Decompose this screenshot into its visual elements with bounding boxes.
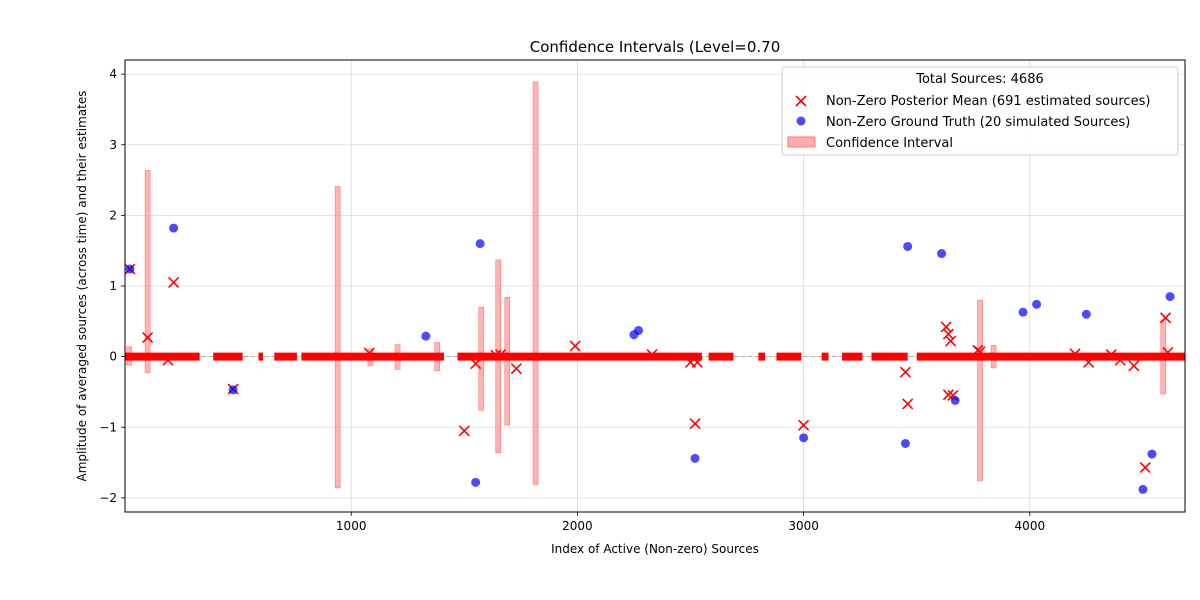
posterior-mean-point xyxy=(1159,312,1172,324)
ticks: 1000 2000 3000 4000 −2 −1 0 1 2 3 4 xyxy=(99,67,1045,533)
zero-estimate-cluster xyxy=(457,352,702,361)
posterior-mean-point xyxy=(1114,354,1126,366)
ground-truth-point xyxy=(1147,449,1157,459)
legend-entry-confidence-interval: Confidence Interval xyxy=(826,136,953,151)
posterior-mean-point xyxy=(945,335,957,347)
ground-truth-point xyxy=(1081,309,1091,319)
posterior-mean-point xyxy=(510,363,522,375)
confidence-interval-bar xyxy=(144,169,151,374)
posterior-mean-point xyxy=(363,347,375,359)
posterior-mean-point xyxy=(1162,346,1174,358)
ground-truth-point xyxy=(633,325,643,335)
zero-estimate-cluster xyxy=(776,352,802,361)
zero-estimate-cluster xyxy=(274,352,297,361)
legend-box xyxy=(781,66,1179,156)
zero-estimate-cluster xyxy=(213,352,243,361)
ground-truth-point xyxy=(169,223,179,233)
zero-estimate-cluster xyxy=(708,352,734,361)
ground-truth-point xyxy=(475,239,485,249)
zero-estimate-cluster xyxy=(758,352,766,361)
legend: Total Sources: 4686 Non-Zero Posterior M… xyxy=(781,66,1179,156)
legend-entry-ground-truth: Non-Zero Ground Truth (20 simulated Sour… xyxy=(826,115,1130,130)
y-tick-label: 3 xyxy=(109,138,117,152)
y-tick-label: 0 xyxy=(109,350,117,364)
zero-estimate-cluster xyxy=(871,352,908,361)
posterior-mean-point xyxy=(899,366,911,378)
posterior-mean-point xyxy=(974,346,986,358)
posterior-mean-points xyxy=(124,263,1174,474)
zero-estimate-cluster xyxy=(821,352,829,361)
legend-marker-circle xyxy=(796,116,806,126)
zero-estimate-cluster xyxy=(125,352,200,361)
posterior-mean-point xyxy=(569,340,581,352)
confidence-interval-bar xyxy=(977,299,983,482)
zero-estimate-cluster xyxy=(258,352,263,361)
x-tick-label: 2000 xyxy=(562,519,593,533)
confidence-interval-bar xyxy=(532,81,539,485)
y-axis-label: Amplitude of averaged sources (across ti… xyxy=(75,91,89,482)
posterior-mean-point xyxy=(646,348,658,361)
confidence-interval-bar xyxy=(504,296,511,426)
posterior-mean-point xyxy=(689,418,701,430)
posterior-mean-point xyxy=(940,321,952,333)
posterior-mean-point xyxy=(162,354,174,366)
ground-truth-point xyxy=(1138,484,1148,494)
legend-title: Total Sources: 4686 xyxy=(915,72,1044,87)
legend-marker-x xyxy=(795,95,807,107)
zero-estimate-cluster xyxy=(842,352,863,361)
y-tick-label: 2 xyxy=(109,208,117,222)
posterior-mean-point xyxy=(798,419,810,431)
ground-truth-point xyxy=(903,241,913,251)
posterior-mean-point xyxy=(1105,348,1117,361)
ground-truth-point xyxy=(900,438,910,448)
posterior-mean-point xyxy=(1128,360,1140,372)
x-tick-label: 4000 xyxy=(1015,519,1046,533)
posterior-mean-point xyxy=(691,356,703,368)
posterior-mean-point xyxy=(490,349,502,361)
x-axis-label: Index of Active (Non-zero) Sources xyxy=(551,542,759,556)
y-tick-label: −1 xyxy=(99,420,117,434)
zero-estimate-cluster xyxy=(916,352,1185,361)
x-tick-label: 3000 xyxy=(788,519,819,533)
posterior-mean-point xyxy=(470,358,482,370)
ground-truth-point xyxy=(799,433,809,443)
posterior-mean-point xyxy=(458,425,470,437)
posterior-mean-point xyxy=(1069,348,1081,360)
y-tick-label: 1 xyxy=(109,279,117,293)
x-tick-label: 1000 xyxy=(336,519,367,533)
legend-marker-rect xyxy=(787,136,816,148)
chart-title: Confidence Intervals (Level=0.70 xyxy=(530,38,781,56)
ground-truth-point xyxy=(421,331,431,341)
legend-entry-posterior-mean: Non-Zero Posterior Mean (691 estimated s… xyxy=(826,94,1150,109)
posterior-mean-point xyxy=(1083,356,1095,368)
y-tick-label: −2 xyxy=(99,491,117,505)
posterior-mean-point xyxy=(168,276,180,289)
ground-truth-point xyxy=(125,264,135,274)
posterior-mean-point xyxy=(902,398,914,410)
ground-truth-point xyxy=(690,453,700,463)
ground-truth-point xyxy=(228,385,238,395)
ground-truth-point xyxy=(1165,292,1175,302)
ground-truth-points xyxy=(125,223,1175,494)
ground-truth-point xyxy=(937,249,947,259)
posterior-mean-point xyxy=(494,348,507,361)
ground-truth-point xyxy=(471,477,481,487)
posterior-mean-point xyxy=(1139,461,1151,474)
y-tick-label: 4 xyxy=(109,67,117,81)
confidence-interval-bar xyxy=(334,186,341,489)
posterior-mean-point xyxy=(142,331,154,344)
ground-truth-point xyxy=(1032,299,1042,309)
ground-truth-point xyxy=(1018,307,1028,317)
ground-truth-point xyxy=(950,395,960,405)
posterior-mean-point xyxy=(942,328,954,340)
